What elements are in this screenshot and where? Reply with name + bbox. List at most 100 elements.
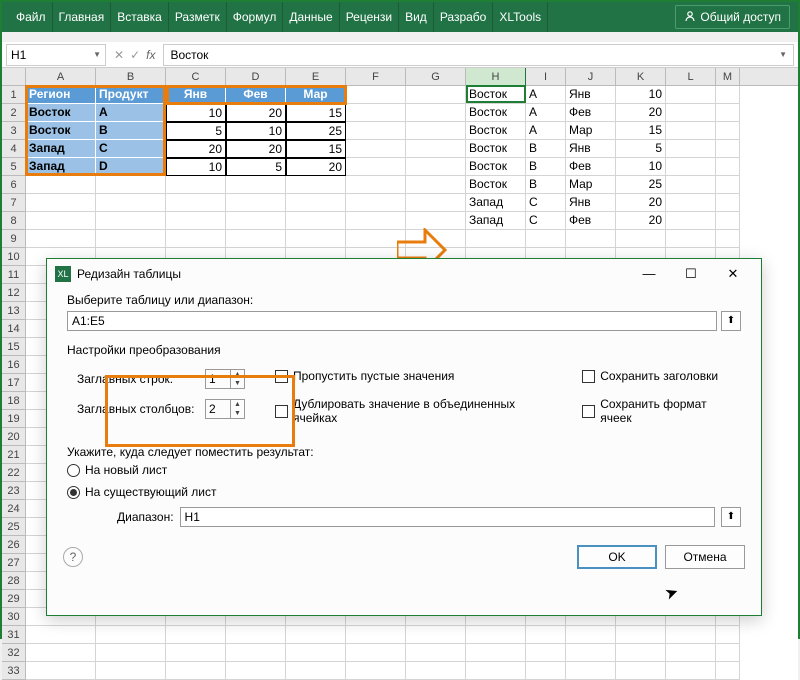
formula-input[interactable]: Восток ▼ <box>163 44 794 66</box>
cell[interactable]: Фев <box>226 86 286 104</box>
cell[interactable] <box>666 158 716 176</box>
cell[interactable] <box>26 212 96 230</box>
row-header[interactable]: 21 <box>2 446 26 464</box>
cell[interactable] <box>466 644 526 662</box>
cell[interactable] <box>616 626 666 644</box>
cell[interactable] <box>716 626 740 644</box>
cell[interactable] <box>346 140 406 158</box>
column-header[interactable]: A <box>26 68 96 85</box>
cell[interactable]: C <box>96 140 166 158</box>
cell[interactable] <box>716 158 740 176</box>
row-header[interactable]: 4 <box>2 140 26 158</box>
column-header[interactable]: H <box>466 68 526 85</box>
spin-down-icon[interactable]: ▼ <box>231 409 244 418</box>
name-box-dropdown-icon[interactable]: ▼ <box>93 50 101 59</box>
cell[interactable]: Продукт <box>96 86 166 104</box>
cell[interactable]: 15 <box>286 140 346 158</box>
cell[interactable] <box>96 194 166 212</box>
row-header[interactable]: 1 <box>2 86 26 104</box>
header-cols-input[interactable]: 2 ▲▼ <box>205 399 245 419</box>
column-header[interactable]: K <box>616 68 666 85</box>
cell[interactable]: 15 <box>616 122 666 140</box>
cell[interactable]: B <box>526 158 566 176</box>
cell[interactable]: 10 <box>166 104 226 122</box>
row-header[interactable]: 14 <box>2 320 26 338</box>
cell[interactable] <box>166 176 226 194</box>
cell[interactable]: A <box>526 104 566 122</box>
cell[interactable] <box>666 194 716 212</box>
cell[interactable]: 10 <box>616 86 666 104</box>
cell[interactable]: Восток <box>466 104 526 122</box>
cell[interactable]: Восток <box>466 140 526 158</box>
maximize-button[interactable]: ☐ <box>671 262 711 286</box>
cell[interactable] <box>716 122 740 140</box>
column-header[interactable]: F <box>346 68 406 85</box>
cell[interactable]: B <box>526 176 566 194</box>
cell[interactable] <box>716 176 740 194</box>
column-header[interactable]: B <box>96 68 166 85</box>
cell[interactable] <box>666 176 716 194</box>
column-header[interactable]: J <box>566 68 616 85</box>
column-header[interactable]: E <box>286 68 346 85</box>
ribbon-tab-данные[interactable]: Данные <box>283 2 339 32</box>
help-button[interactable]: ? <box>63 547 83 567</box>
cell[interactable] <box>566 662 616 680</box>
cell[interactable]: Фев <box>566 212 616 230</box>
new-sheet-radio[interactable] <box>67 464 80 477</box>
confirm-icon[interactable]: ✓ <box>130 48 140 62</box>
cell[interactable]: Янв <box>166 86 226 104</box>
cell[interactable] <box>716 644 740 662</box>
fx-icon[interactable]: fx <box>146 48 155 62</box>
dest-range-input[interactable] <box>180 507 715 527</box>
row-header[interactable]: 7 <box>2 194 26 212</box>
cell[interactable] <box>286 212 346 230</box>
cell[interactable] <box>286 662 346 680</box>
cell[interactable]: Мар <box>566 176 616 194</box>
cell[interactable]: 5 <box>166 122 226 140</box>
cell[interactable]: 20 <box>616 104 666 122</box>
cell[interactable]: Восток <box>466 86 526 104</box>
cell[interactable] <box>166 194 226 212</box>
row-header[interactable]: 11 <box>2 266 26 284</box>
range-picker-button[interactable]: ⬆ <box>721 311 741 331</box>
source-range-input[interactable] <box>67 311 717 331</box>
keep-format-checkbox[interactable] <box>582 405 595 418</box>
formula-expand-icon[interactable]: ▼ <box>779 50 787 59</box>
ribbon-tab-разрабо[interactable]: Разрабо <box>434 2 494 32</box>
column-header[interactable]: D <box>226 68 286 85</box>
select-all-corner[interactable] <box>2 68 26 85</box>
row-header[interactable]: 17 <box>2 374 26 392</box>
ribbon-tab-вставка[interactable]: Вставка <box>111 2 169 32</box>
cell[interactable] <box>346 122 406 140</box>
cell[interactable]: 10 <box>616 158 666 176</box>
dest-range-picker-button[interactable]: ⬆ <box>721 507 741 527</box>
cell[interactable] <box>666 662 716 680</box>
cell[interactable]: 20 <box>226 104 286 122</box>
cell[interactable]: Регион <box>26 86 96 104</box>
cancel-icon[interactable]: ✕ <box>114 48 124 62</box>
cell[interactable]: B <box>526 140 566 158</box>
cell[interactable]: Запад <box>26 158 96 176</box>
cell[interactable] <box>286 626 346 644</box>
cell[interactable] <box>226 212 286 230</box>
row-header[interactable]: 25 <box>2 518 26 536</box>
cell[interactable]: Запад <box>26 140 96 158</box>
row-header[interactable]: 30 <box>2 608 26 626</box>
cell[interactable]: Восток <box>466 176 526 194</box>
row-header[interactable]: 6 <box>2 176 26 194</box>
cell[interactable] <box>346 644 406 662</box>
column-header[interactable]: C <box>166 68 226 85</box>
cell[interactable] <box>226 176 286 194</box>
cell[interactable] <box>286 194 346 212</box>
row-header[interactable]: 13 <box>2 302 26 320</box>
cell[interactable] <box>466 662 526 680</box>
cell[interactable] <box>406 194 466 212</box>
cell[interactable]: C <box>526 194 566 212</box>
ribbon-tab-разметк[interactable]: Разметк <box>169 2 227 32</box>
cell[interactable] <box>716 212 740 230</box>
row-header[interactable]: 18 <box>2 392 26 410</box>
cell[interactable] <box>26 644 96 662</box>
row-header[interactable]: 9 <box>2 230 26 248</box>
name-box[interactable]: H1 ▼ <box>6 44 106 66</box>
row-header[interactable]: 33 <box>2 662 26 680</box>
